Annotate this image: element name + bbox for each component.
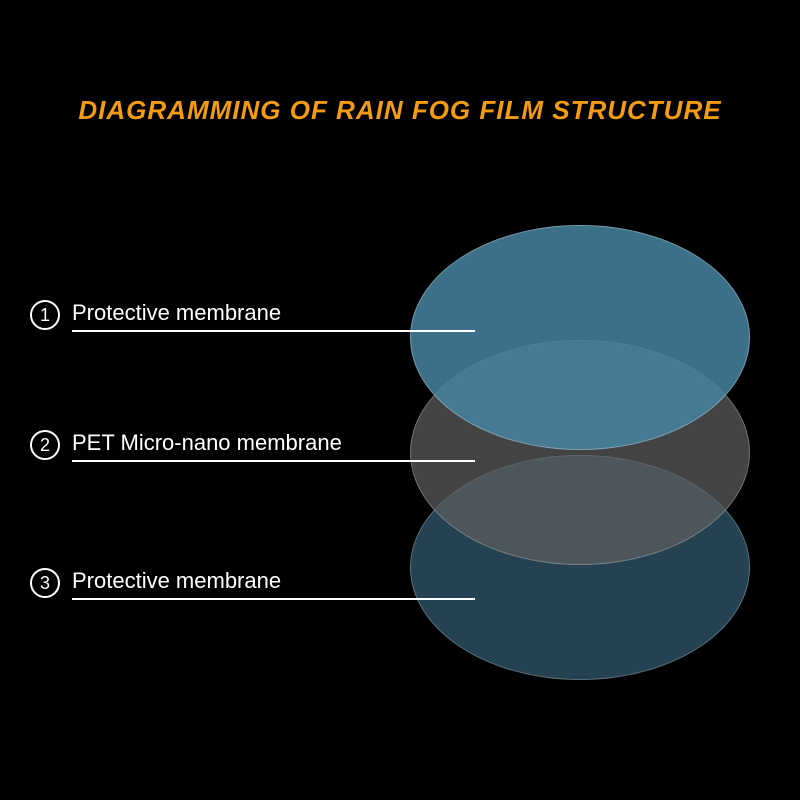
layer-underline-1 [72, 330, 475, 332]
layer-number-1: 1 [30, 300, 60, 330]
layer-row-3: 3 Protective membrane [30, 568, 301, 598]
layer-underline-2 [72, 460, 475, 462]
layer-label-1: Protective membrane [72, 300, 301, 330]
layer-label-3: Protective membrane [72, 568, 301, 598]
layer-row-1: 1 Protective membrane [30, 300, 301, 330]
layer-label-2: PET Micro-nano membrane [72, 430, 362, 460]
layer-row-2: 2 PET Micro-nano membrane [30, 430, 362, 460]
layer-number-2: 2 [30, 430, 60, 460]
layer-number-3: 3 [30, 568, 60, 598]
layer-underline-3 [72, 598, 475, 600]
diagram-title: DIAGRAMMING OF RAIN FOG FILM STRUCTURE [0, 95, 800, 126]
layer-ellipse-top [410, 225, 750, 450]
